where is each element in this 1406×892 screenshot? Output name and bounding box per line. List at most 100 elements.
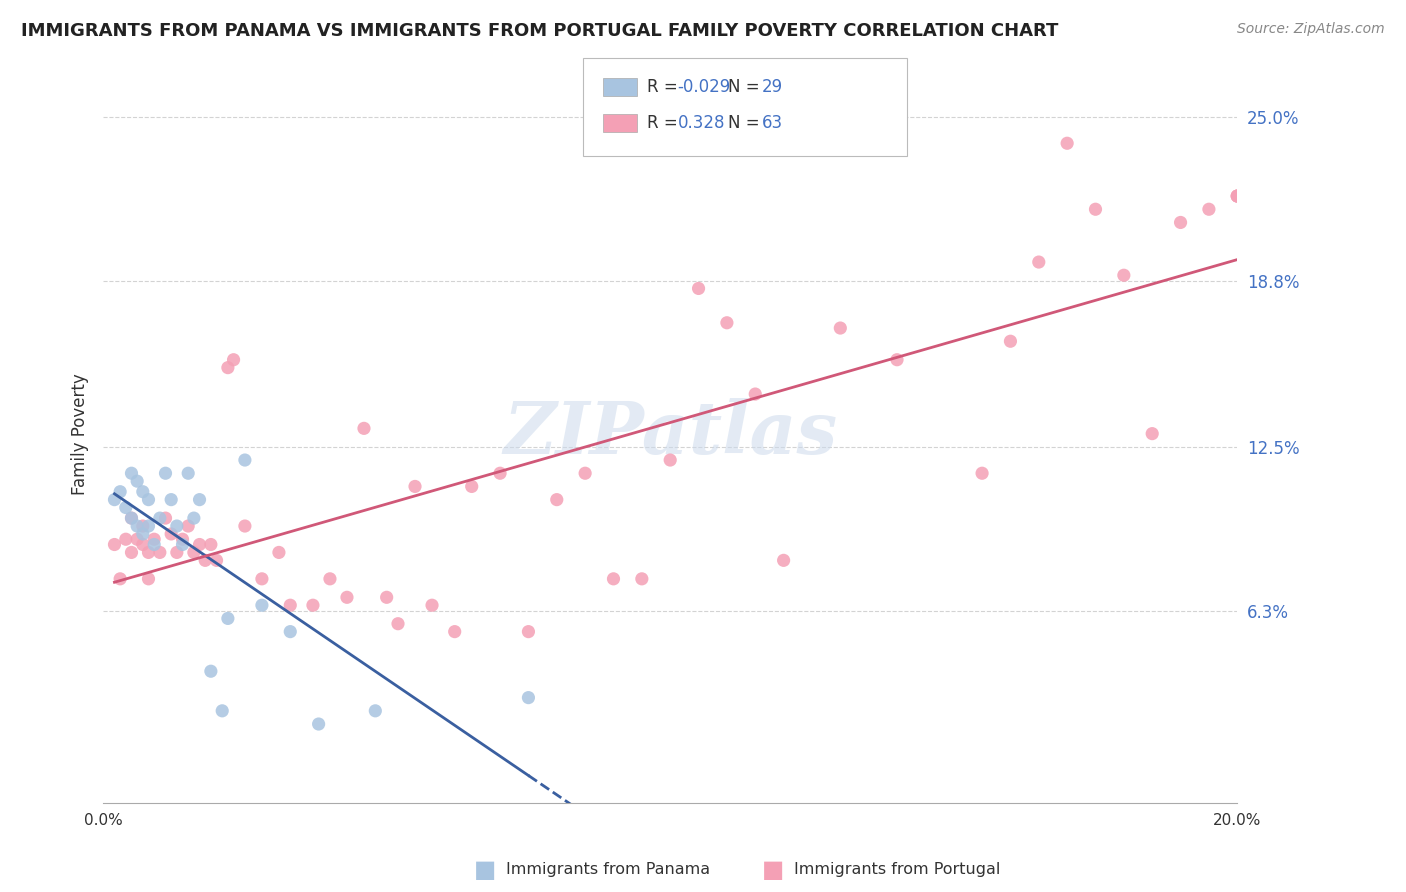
Point (970, 467, 993, 481)
Point (143, 537, 166, 551)
Point (217, 611, 239, 625)
Point (517, 624, 540, 639)
Text: ■: ■ (474, 858, 496, 881)
Point (200, 664, 222, 678)
Point (132, 527, 155, 541)
Point (121, 545, 143, 559)
Point (138, 519, 160, 533)
Point (716, 316, 738, 330)
Point (1226, 189, 1249, 203)
Point (183, 545, 205, 559)
Point (631, 572, 654, 586)
Point (188, 537, 211, 551)
Text: Immigrants from Portugal: Immigrants from Portugal (794, 863, 1001, 877)
Point (688, 281, 710, 295)
Text: -0.029: -0.029 (678, 78, 731, 96)
Point (200, 537, 222, 551)
Point (886, 352, 908, 367)
Point (172, 533, 194, 547)
Point (132, 519, 155, 533)
Text: Source: ZipAtlas.com: Source: ZipAtlas.com (1237, 22, 1385, 37)
Point (353, 421, 375, 435)
Point (177, 467, 200, 481)
Point (319, 572, 342, 586)
Point (302, 599, 325, 613)
Point (250, 599, 273, 613)
Point (205, 553, 228, 567)
Point (267, 545, 290, 559)
Text: ZIPatlas: ZIPatlas (503, 398, 837, 469)
Point (278, 624, 301, 639)
Point (546, 492, 568, 507)
Point (387, 616, 409, 631)
Point (375, 591, 398, 605)
Point (108, 484, 131, 499)
Point (121, 511, 143, 525)
Point (602, 572, 624, 586)
Point (121, 511, 143, 525)
Point (489, 467, 512, 481)
Point (127, 519, 149, 533)
Text: N =: N = (728, 114, 765, 132)
Point (194, 553, 217, 567)
Point (1056, 136, 1078, 151)
Point (233, 519, 256, 533)
Point (1198, 202, 1220, 217)
Point (574, 467, 596, 481)
Text: ■: ■ (762, 858, 785, 881)
Point (1028, 255, 1050, 269)
Point (1000, 334, 1022, 349)
Point (772, 553, 794, 567)
Text: R =: R = (647, 114, 683, 132)
Point (1112, 268, 1135, 283)
Point (404, 479, 426, 493)
Point (211, 704, 233, 718)
Point (114, 533, 136, 547)
Point (138, 572, 160, 586)
Point (222, 352, 245, 367)
Point (127, 533, 149, 547)
Point (149, 511, 172, 525)
Point (132, 537, 155, 551)
Point (183, 511, 205, 525)
Text: N =: N = (728, 78, 765, 96)
Point (278, 599, 301, 613)
Point (108, 572, 131, 586)
Point (149, 545, 172, 559)
Point (103, 492, 125, 507)
Point (830, 321, 852, 335)
Point (160, 527, 183, 541)
Point (155, 467, 177, 481)
Text: 29: 29 (762, 78, 783, 96)
Point (420, 599, 443, 613)
Point (364, 704, 387, 718)
Point (138, 545, 160, 559)
Point (517, 690, 540, 705)
Point (1170, 215, 1192, 229)
Point (336, 591, 359, 605)
Point (461, 479, 484, 493)
Point (443, 624, 465, 639)
Point (1226, 189, 1249, 203)
Point (143, 533, 166, 547)
Point (1226, 189, 1249, 203)
Text: 63: 63 (762, 114, 783, 132)
Point (166, 545, 188, 559)
Point (1084, 202, 1107, 217)
Point (308, 717, 330, 731)
Point (744, 387, 766, 401)
Point (114, 500, 136, 515)
Point (127, 474, 149, 488)
Point (121, 467, 143, 481)
Point (103, 537, 125, 551)
Point (166, 519, 188, 533)
Text: 0.328: 0.328 (678, 114, 725, 132)
Point (233, 453, 256, 467)
Point (177, 519, 200, 533)
Point (659, 453, 682, 467)
Y-axis label: Family Poverty: Family Poverty (72, 373, 89, 494)
Point (172, 537, 194, 551)
Point (155, 511, 177, 525)
Point (160, 492, 183, 507)
Point (138, 492, 160, 507)
